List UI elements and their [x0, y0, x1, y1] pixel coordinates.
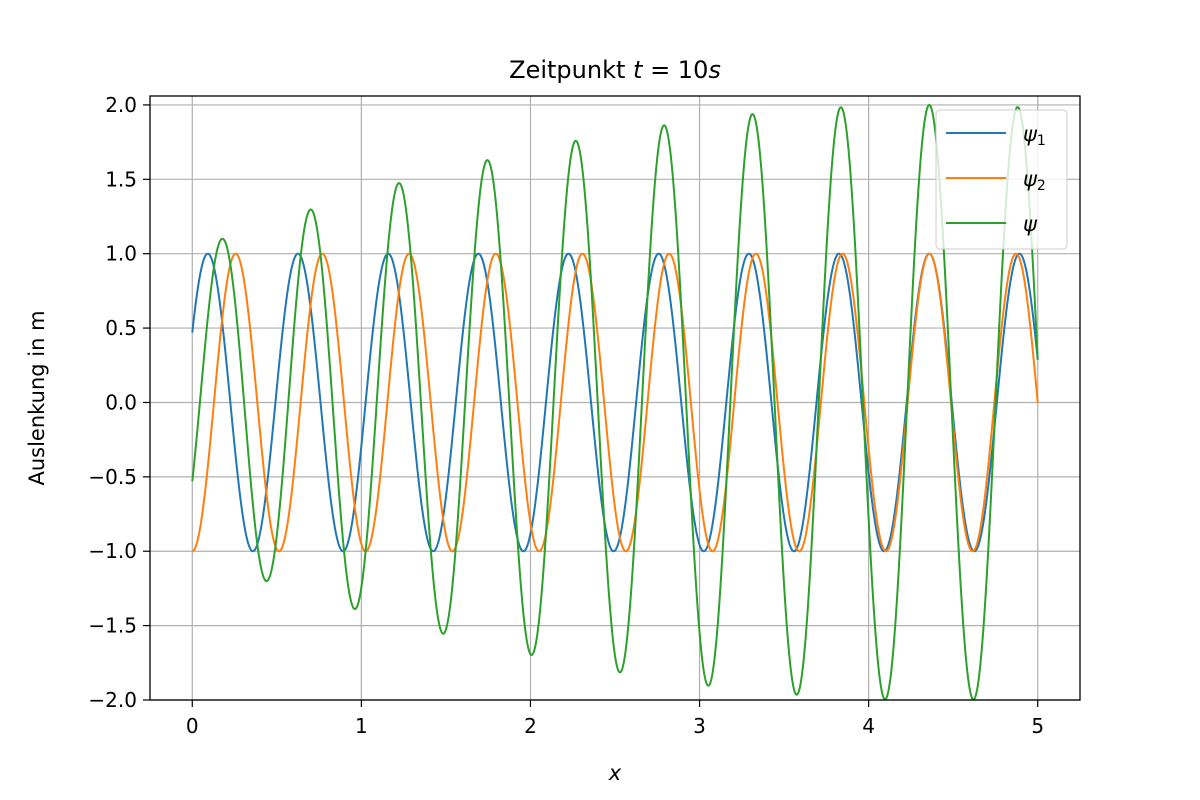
y-tick-label: −1.5: [88, 614, 137, 638]
ticks: 0 1 2 3 4 5 −2.0 −1.5 −1.0 −0.5 0.0 0.5 1.0 1.5 2.0: [88, 93, 1044, 738]
legend-entry-psi: ψ: [946, 212, 1038, 236]
y-axis-label: Auslenkung in m: [25, 310, 49, 485]
y-tick-label: 1.0: [105, 242, 137, 266]
x-tick-label: 3: [693, 714, 706, 738]
y-tick-label: −2.0: [88, 688, 137, 712]
legend-box: [935, 109, 1068, 250]
legend-label-psi: ψ: [1023, 212, 1038, 236]
y-tick-label: 2.0: [105, 93, 137, 117]
x-tick-label: 2: [524, 714, 537, 738]
x-tick-label: 4: [862, 714, 875, 738]
x-tick-label: 1: [355, 714, 368, 738]
legend-entry-psi1: ψ1: [946, 122, 1046, 149]
y-tick-label: 0.0: [105, 390, 137, 414]
y-tick-label: 1.5: [105, 167, 137, 191]
y-tick-label: −1.0: [88, 539, 137, 563]
x-axis-label: x: [608, 761, 622, 785]
plot-lines: [191, 103, 1039, 701]
y-tick-label: 0.5: [105, 316, 137, 340]
y-tick-label: −0.5: [88, 465, 137, 489]
axes-frame: [149, 95, 1081, 701]
legend: ψ1 ψ2 ψ: [935, 109, 1068, 250]
legend-label-psi1: ψ1: [1023, 122, 1046, 149]
series-line-psi1: [191, 252, 1039, 553]
x-tick-label: 5: [1031, 714, 1044, 738]
series-line-psi: [191, 103, 1039, 701]
x-tick-label: 0: [186, 714, 199, 738]
series-line-psi2: [191, 252, 1039, 553]
legend-label-psi2: ψ2: [1023, 167, 1046, 194]
grid: [150, 96, 1080, 701]
chart-title: Zeitpunkt t = 10s: [509, 56, 721, 84]
legend-entry-psi2: ψ2: [946, 167, 1046, 194]
